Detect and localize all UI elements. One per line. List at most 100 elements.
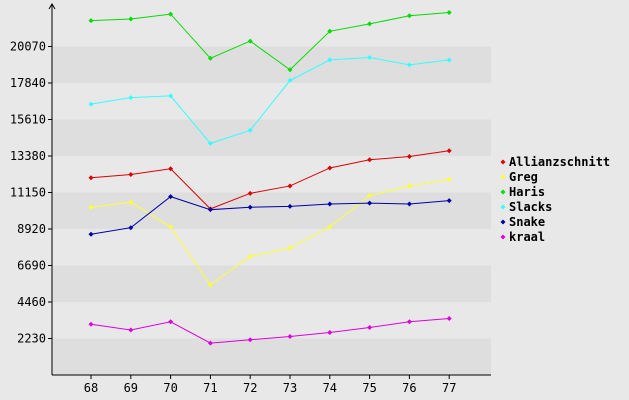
legend-marker xyxy=(500,159,506,165)
data-point xyxy=(168,319,174,325)
data-point xyxy=(247,337,253,343)
series-line xyxy=(90,11,450,71)
y-tick-label: 13380 xyxy=(10,149,46,163)
y-tick-label: 17840 xyxy=(10,76,46,90)
legend-item: kraal xyxy=(500,230,545,244)
series-line xyxy=(90,196,450,235)
x-tick-label: 70 xyxy=(163,381,177,395)
data-point xyxy=(247,253,253,259)
data-point xyxy=(446,9,452,15)
data-point xyxy=(168,11,174,17)
series-slacks xyxy=(88,54,452,146)
data-point xyxy=(367,157,373,163)
y-tick-label: 6690 xyxy=(17,259,46,273)
series-line xyxy=(90,178,450,286)
data-point xyxy=(128,327,134,333)
data-point xyxy=(367,21,373,27)
y-tick-label: 11150 xyxy=(10,186,46,200)
data-point xyxy=(406,153,412,159)
grid-band xyxy=(52,229,491,266)
data-point xyxy=(128,16,134,22)
data-point xyxy=(247,204,253,210)
data-point xyxy=(88,321,94,327)
legend-item: Snake xyxy=(500,215,545,229)
legend-label: Allianzschnitt xyxy=(509,155,610,169)
data-point xyxy=(88,231,94,237)
x-tick-label: 77 xyxy=(442,381,456,395)
data-point xyxy=(168,224,174,230)
legend-item: Allianzschnitt xyxy=(500,155,610,169)
x-tick-label: 68 xyxy=(84,381,98,395)
x-tick-label: 72 xyxy=(243,381,257,395)
legend-item: Haris xyxy=(500,185,545,199)
grid-band xyxy=(52,156,491,193)
data-point xyxy=(406,13,412,19)
series-line xyxy=(90,150,450,210)
legend-label: Greg xyxy=(509,170,538,184)
data-point xyxy=(327,28,333,34)
data-point xyxy=(128,199,134,205)
data-point xyxy=(247,38,253,44)
series-snake xyxy=(88,194,452,237)
grid-band xyxy=(52,302,491,339)
grid-band xyxy=(52,83,491,120)
y-tick-label: 15610 xyxy=(10,113,46,127)
data-point xyxy=(88,204,94,210)
data-point xyxy=(247,127,253,133)
legend-label: Snake xyxy=(509,215,545,229)
data-point xyxy=(207,340,213,346)
x-axis-ticks: 68 69 70 71 72 73 74 75 76 77 xyxy=(84,375,456,395)
legend-marker xyxy=(500,174,506,180)
data-point xyxy=(327,57,333,63)
data-point xyxy=(287,334,293,340)
data-point xyxy=(207,282,213,288)
series-haris xyxy=(88,9,452,73)
data-point xyxy=(367,54,373,60)
grid-band xyxy=(52,265,491,302)
series-allianzschnitt xyxy=(88,148,452,212)
data-point xyxy=(88,18,94,24)
data-point xyxy=(128,171,134,177)
data-point xyxy=(446,198,452,204)
data-point xyxy=(446,148,452,154)
data-point xyxy=(367,325,373,331)
data-point xyxy=(287,67,293,73)
data-point xyxy=(207,55,213,61)
data-point xyxy=(287,183,293,189)
data-point xyxy=(207,207,213,213)
data-point xyxy=(168,166,174,172)
plot-background xyxy=(52,10,491,375)
y-axis-arrow xyxy=(48,3,56,10)
series-greg xyxy=(88,176,452,288)
data-point xyxy=(446,57,452,63)
legend-marker xyxy=(500,189,506,195)
data-point xyxy=(287,245,293,251)
x-tick-label: 74 xyxy=(323,381,337,395)
axes xyxy=(48,3,491,376)
series-line xyxy=(90,56,450,144)
data-point xyxy=(406,319,412,325)
grid-band xyxy=(52,46,491,83)
legend-marker xyxy=(500,204,506,210)
legend-label: Haris xyxy=(509,185,545,199)
data-point xyxy=(168,194,174,200)
grid-band xyxy=(52,10,491,47)
y-tick-label: 4460 xyxy=(17,295,46,309)
y-axis-ticks: 2230 4460 6690 8920 11150 13380 15610 17840 2007… xyxy=(10,40,52,346)
x-tick-label: 73 xyxy=(283,381,297,395)
data-point xyxy=(88,101,94,107)
data-point xyxy=(327,201,333,207)
series-kraal xyxy=(88,316,452,346)
legend-marker xyxy=(500,234,506,240)
data-point xyxy=(406,201,412,207)
data-point xyxy=(327,329,333,335)
data-point xyxy=(367,200,373,206)
legend-label: Slacks xyxy=(509,200,552,214)
y-tick-label: 20070 xyxy=(10,40,46,54)
x-tick-label: 76 xyxy=(402,381,416,395)
data-point xyxy=(207,140,213,146)
y-tick-label: 8920 xyxy=(17,222,46,236)
data-point xyxy=(168,93,174,99)
